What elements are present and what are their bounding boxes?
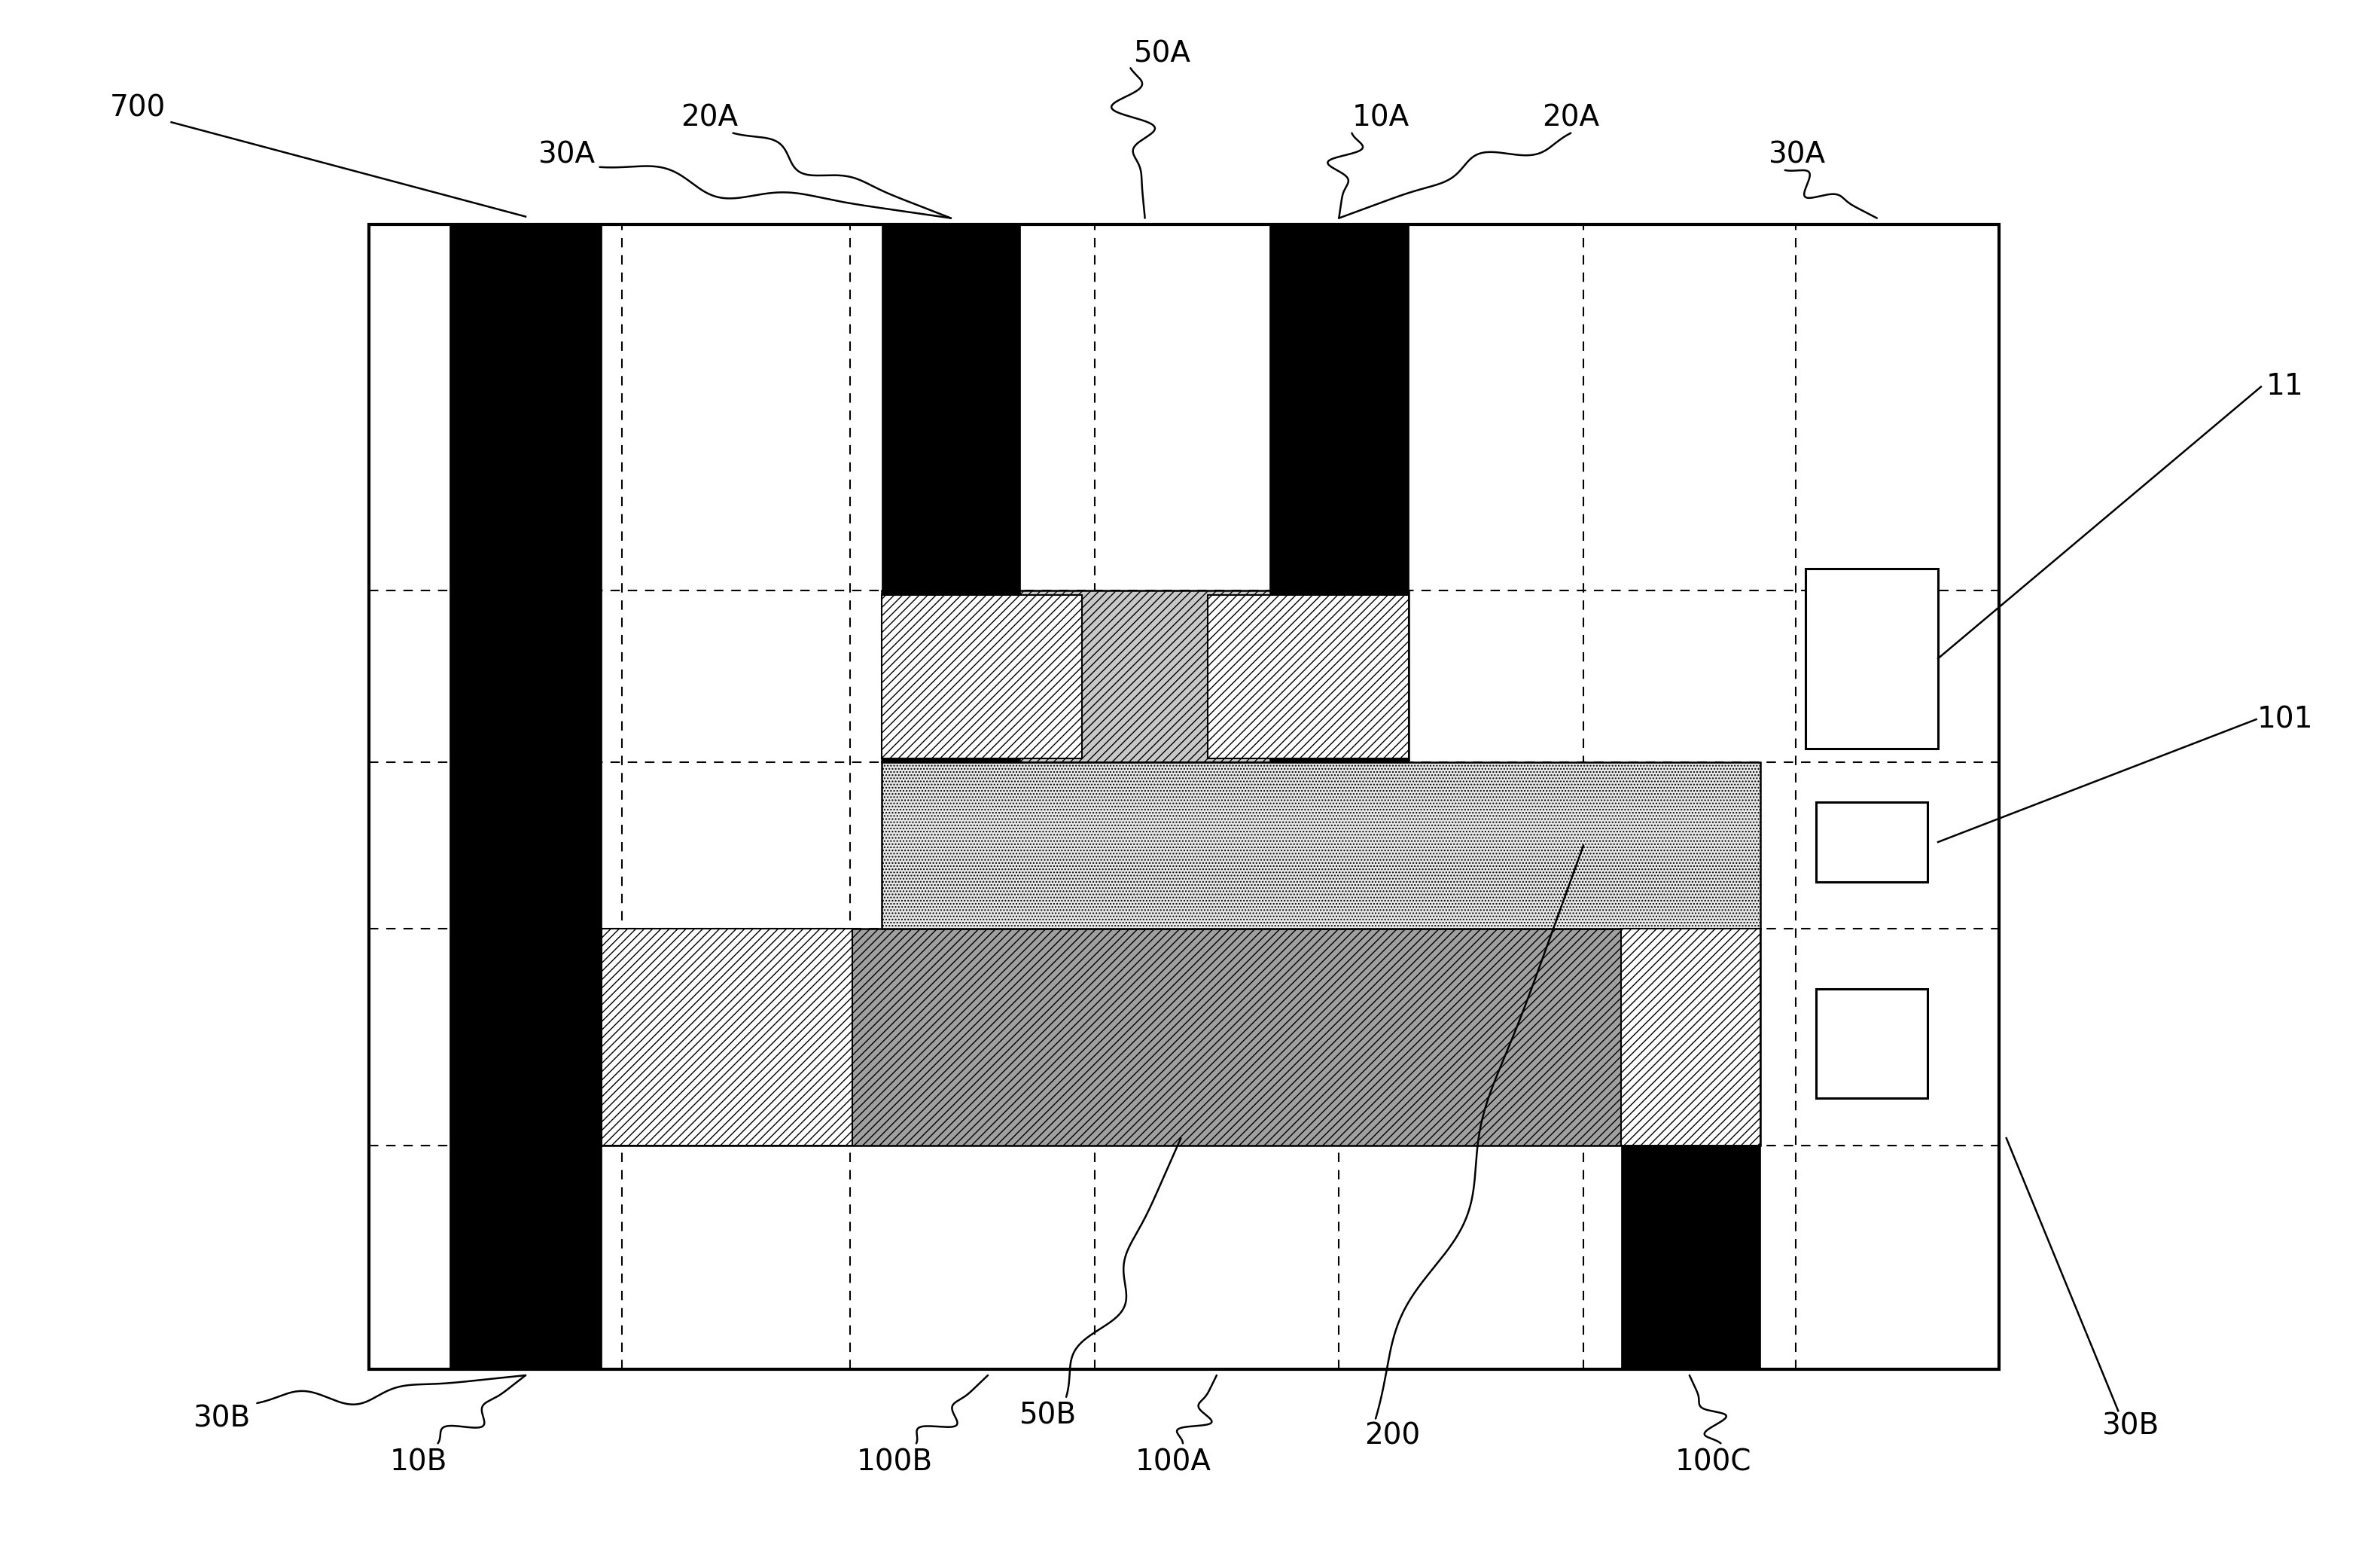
Bar xyxy=(450,224,602,1369)
Text: 30A: 30A xyxy=(1768,141,1825,169)
Bar xyxy=(1207,596,1409,758)
Text: 10A: 10A xyxy=(1352,104,1409,131)
Text: 11: 11 xyxy=(2266,373,2304,401)
Bar xyxy=(1806,568,1937,749)
Bar xyxy=(881,591,1409,763)
Text: 200: 200 xyxy=(1364,1422,1421,1450)
Bar xyxy=(1816,989,1928,1098)
Text: 10B: 10B xyxy=(390,1448,447,1476)
Text: 20A: 20A xyxy=(681,104,738,131)
Bar xyxy=(369,224,1999,1369)
Text: 50B: 50B xyxy=(1019,1402,1076,1429)
Bar xyxy=(1621,928,1761,1369)
Text: 30A: 30A xyxy=(538,141,595,169)
Bar xyxy=(1269,224,1409,763)
Bar xyxy=(881,763,1761,928)
Text: 100A: 100A xyxy=(1135,1448,1211,1476)
Bar xyxy=(1816,803,1928,882)
Bar xyxy=(881,596,1083,758)
Bar xyxy=(881,224,1021,763)
Bar xyxy=(602,928,1761,1146)
Bar xyxy=(602,928,852,1146)
Bar xyxy=(1621,928,1761,1146)
Text: 30B: 30B xyxy=(193,1405,250,1433)
Text: 50A: 50A xyxy=(1133,40,1190,68)
Text: 30B: 30B xyxy=(2102,1412,2159,1440)
Text: 100C: 100C xyxy=(1676,1448,1752,1476)
Text: 700: 700 xyxy=(109,94,167,122)
Text: 101: 101 xyxy=(2256,705,2313,733)
Text: 20A: 20A xyxy=(1542,104,1599,131)
Text: 100B: 100B xyxy=(857,1448,933,1476)
